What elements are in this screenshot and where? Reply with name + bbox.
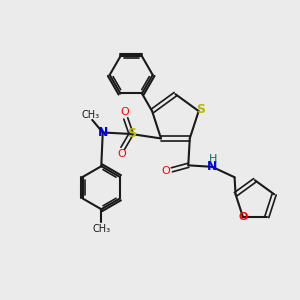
Text: O: O [120,107,129,118]
Text: O: O [238,212,248,222]
Text: N: N [98,126,108,139]
Text: CH₃: CH₃ [82,110,100,119]
Text: S: S [196,103,206,116]
Text: H: H [208,154,217,164]
Text: CH₃: CH₃ [92,224,110,234]
Text: S: S [127,128,136,140]
Text: N: N [207,160,217,173]
Text: O: O [161,166,170,176]
Text: O: O [117,149,126,159]
